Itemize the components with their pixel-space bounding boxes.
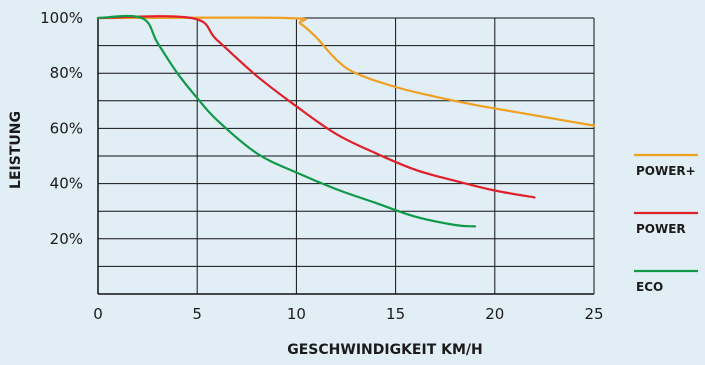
legend-item: POWER <box>634 211 698 236</box>
x-tick-label: 5 <box>192 305 202 323</box>
x-tick-label: 15 <box>386 305 405 323</box>
legend: POWER+ POWER ECO <box>634 153 698 294</box>
y-tick-label: 80% <box>50 64 83 82</box>
y-axis-ticks: 20% 40% 60% 80% 100% <box>40 9 83 248</box>
legend-label: ECO <box>636 280 663 294</box>
x-tick-label: 0 <box>93 305 103 323</box>
legend-label: POWER <box>636 222 686 236</box>
y-tick-label: 40% <box>50 175 83 193</box>
y-tick-label: 100% <box>40 9 83 27</box>
series-line-power <box>96 16 596 127</box>
legend-label: POWER+ <box>636 164 696 178</box>
series-line-power <box>96 15 536 199</box>
grid <box>97 17 595 295</box>
legend-item: POWER+ <box>634 153 698 178</box>
x-tick-label: 10 <box>287 305 306 323</box>
legend-item: ECO <box>634 269 698 294</box>
x-tick-label: 25 <box>584 305 603 323</box>
series-lines <box>96 14 596 228</box>
y-axis-title: LEISTUNG <box>8 111 24 189</box>
x-axis-ticks: 0 5 10 15 20 25 <box>93 305 603 323</box>
y-tick-label: 20% <box>50 230 83 248</box>
x-axis-title: GESCHWINDIGKEIT KM/H <box>287 342 482 358</box>
y-tick-label: 60% <box>50 119 83 137</box>
series-line-eco <box>96 14 477 228</box>
x-tick-label: 20 <box>485 305 504 323</box>
